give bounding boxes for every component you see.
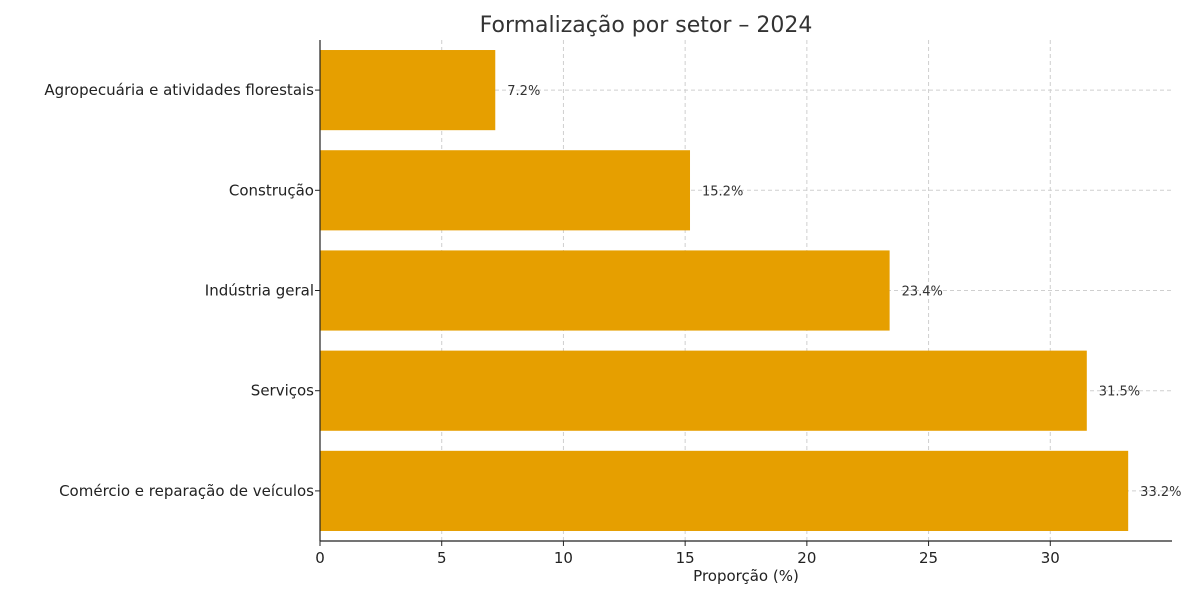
- data-label: 15.2%: [702, 184, 743, 199]
- x-tick-label: 25: [919, 549, 938, 567]
- bar: [320, 250, 890, 331]
- bar: [320, 450, 1129, 531]
- y-tick-label: Comércio e reparação de veículos: [59, 482, 314, 500]
- x-tick-label: 20: [797, 549, 816, 567]
- bar: [320, 350, 1087, 431]
- x-tick-label: 10: [554, 549, 573, 567]
- x-tick-label: 15: [676, 549, 695, 567]
- bars: [320, 50, 1129, 531]
- data-label: 31.5%: [1099, 385, 1140, 400]
- x-tick-label: 30: [1041, 549, 1060, 567]
- data-label: 33.2%: [1140, 485, 1181, 500]
- data-labels: 7.2% 15.2% 23.4% 31.5% 33.2%: [507, 84, 1181, 500]
- bar: [320, 50, 496, 131]
- chart-title: Formalização por setor – 2024: [480, 13, 813, 38]
- y-tick-label: Construção: [229, 181, 314, 199]
- y-tick-label: Indústria geral: [205, 282, 314, 300]
- data-label: 23.4%: [902, 285, 943, 300]
- y-tick-labels: Agropecuária e atividades florestais Cons…: [44, 81, 320, 500]
- y-tick-label: Agropecuária e atividades florestais: [44, 81, 314, 99]
- bar: [320, 150, 691, 231]
- x-tick-label: 5: [437, 549, 447, 567]
- x-tick-labels: 0 5 10 15 20 25 30: [315, 541, 1060, 567]
- data-label: 7.2%: [507, 84, 540, 99]
- x-axis-label: Proporção (%): [693, 567, 799, 585]
- x-tick-label: 0: [315, 549, 325, 567]
- y-tick-label: Serviços: [251, 382, 314, 400]
